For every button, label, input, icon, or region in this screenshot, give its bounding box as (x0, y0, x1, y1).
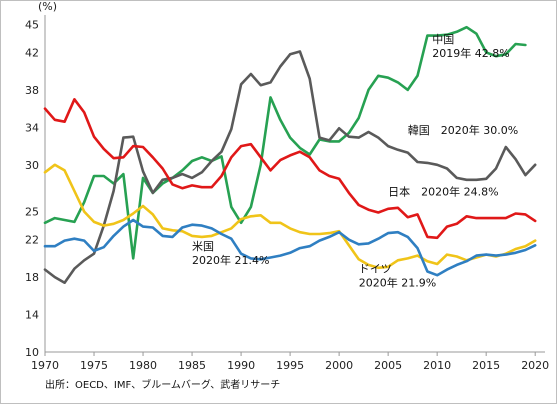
x-tick-label: 1970 (31, 359, 59, 372)
annotation-china: 2019年 42.8% (432, 46, 509, 60)
series-line-1 (43, 50, 537, 285)
x-tick-label: 2020 (521, 359, 549, 372)
x-tick-label: 1985 (178, 359, 206, 372)
annotation-germany: 2020年 21.9% (359, 275, 436, 289)
series-line-0 (43, 25, 527, 260)
x-tick-label: 2015 (472, 359, 500, 372)
x-tick-label: 1975 (80, 359, 108, 372)
y-tick-label: 14 (25, 309, 39, 322)
y-tick-label: 38 (25, 84, 39, 97)
y-tick-label: 10 (25, 346, 39, 359)
y-axis-unit: (%) (38, 0, 57, 13)
x-tick-label: 1995 (276, 359, 304, 372)
annotation-us: 米国 (192, 240, 214, 253)
annotation-japan: 日本 2020年 24.8% (388, 185, 498, 199)
y-tick-label: 18 (25, 271, 39, 284)
series-line-4 (43, 218, 537, 277)
y-tick-label: 45 (25, 18, 39, 31)
y-tick-label: 30 (25, 159, 39, 172)
series-line-3 (43, 163, 537, 270)
y-ticks: 10 14 18 22 25 30 34 38 42 45 (25, 18, 39, 359)
annotation-china: 中国 (432, 33, 454, 46)
annotation-korea: 韓国 2020年 30.0% (408, 123, 518, 137)
series-line-2 (43, 98, 537, 240)
annotation-us: 2020年 21.4% (192, 253, 269, 267)
x-tick-label: 1990 (227, 359, 255, 372)
y-tick-label: 25 (25, 206, 39, 219)
x-tick-label: 2005 (374, 359, 402, 372)
y-tick-label: 22 (25, 234, 39, 247)
source-note: 出所：OECD、IMF、ブルームバーグ、武者リサーチ (45, 378, 280, 391)
annotation-germany: ドイツ (359, 262, 392, 275)
x-tick-label: 2000 (325, 359, 353, 372)
series-lines (43, 25, 537, 285)
x-tick-label: 2010 (423, 359, 451, 372)
x-ticks: 1970 1975 1980 1985 1990 1995 2000 2005 2010 2015… (31, 352, 549, 372)
x-tick-label: 1980 (129, 359, 157, 372)
y-tick-label: 34 (25, 121, 39, 134)
y-tick-label: 42 (25, 46, 39, 59)
